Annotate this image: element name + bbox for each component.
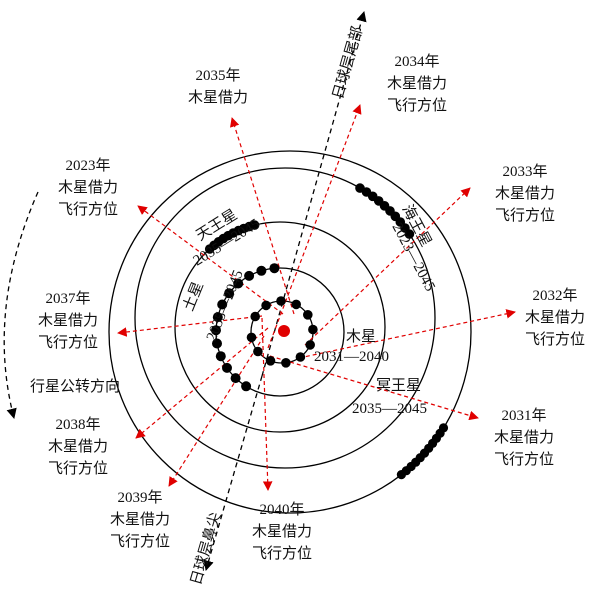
svg-text:木星借力: 木星借力 bbox=[188, 89, 248, 106]
svg-text:木星借力: 木星借力 bbox=[494, 429, 554, 446]
svg-text:2038年: 2038年 bbox=[55, 416, 100, 433]
saturn-position-dot bbox=[215, 351, 226, 362]
pluto-orbit bbox=[108, 150, 472, 514]
heliotail-label: 日球层尾部 bbox=[330, 24, 367, 101]
svg-text:飞行方位: 飞行方位 bbox=[38, 334, 98, 351]
svg-text:飞行方位: 飞行方位 bbox=[110, 533, 170, 550]
saturn-position-dot bbox=[256, 265, 267, 276]
svg-text:2031年: 2031年 bbox=[501, 407, 546, 424]
pluto-position-dot bbox=[396, 470, 406, 480]
saturn-position-dot bbox=[230, 373, 241, 384]
svg-text:2035年: 2035年 bbox=[195, 67, 240, 84]
svg-text:飞行方位: 飞行方位 bbox=[495, 207, 555, 224]
svg-text:2033年: 2033年 bbox=[502, 163, 547, 180]
jupiter-name: 木星 bbox=[346, 328, 376, 345]
flyby-label-2040: 2040年 木星借力 飞行方位 bbox=[252, 501, 312, 562]
jupiter-position-dot bbox=[295, 352, 306, 362]
pluto-name: 冥王星 bbox=[376, 378, 421, 394]
svg-text:飞行方位: 飞行方位 bbox=[387, 97, 447, 114]
jupiter-position-dot bbox=[305, 340, 316, 350]
saturn-position-dot bbox=[241, 381, 252, 392]
heliotail-axis bbox=[261, 10, 367, 377]
saturn-position-dot bbox=[212, 338, 222, 349]
jupiter-position-dot bbox=[303, 310, 313, 320]
neptune-position-dot bbox=[404, 229, 415, 239]
svg-text:2039年: 2039年 bbox=[117, 489, 162, 506]
svg-text:飞行方位: 飞行方位 bbox=[48, 460, 108, 477]
svg-text:木星借力: 木星借力 bbox=[525, 309, 585, 326]
direction-line-2038 bbox=[135, 327, 269, 439]
jupiter-position-dot bbox=[308, 324, 318, 335]
saturn-position-dot bbox=[269, 263, 280, 274]
svg-text:木星借力: 木星借力 bbox=[38, 312, 98, 329]
svg-text:飞行方位: 飞行方位 bbox=[252, 545, 312, 562]
saturn-position-dot bbox=[224, 288, 235, 299]
helionose-axis bbox=[203, 375, 263, 571]
svg-text:2037年: 2037年 bbox=[45, 290, 90, 307]
direction-line-2032 bbox=[298, 309, 516, 359]
saturn-years: 2035—2045 bbox=[204, 268, 247, 344]
saturn-position-dot bbox=[217, 299, 228, 310]
direction-line-2037 bbox=[117, 315, 263, 337]
jupiter-position-dot bbox=[265, 356, 276, 366]
svg-text:2034年: 2034年 bbox=[394, 53, 439, 70]
direction-line-2035 bbox=[230, 117, 295, 315]
flyby-label-2038: 2038年 木星借力 飞行方位 bbox=[48, 416, 108, 477]
rotation-direction-arrow bbox=[3, 191, 39, 420]
flyby-direction-lines bbox=[117, 104, 516, 491]
saturn-position-dot bbox=[212, 312, 223, 323]
flyby-labels: 2034年 木星借力 飞行方位 2035年 木星借力 2033年 木星借力 飞行… bbox=[38, 53, 585, 562]
flyby-label-2031: 2031年 木星借力 飞行方位 bbox=[494, 407, 554, 468]
rotation-label: 行星公转方向 bbox=[30, 378, 120, 395]
neptune-orbit bbox=[134, 167, 436, 469]
saturn-position-dot bbox=[222, 362, 232, 373]
direction-line-2031 bbox=[269, 355, 479, 421]
svg-text:飞行方位: 飞行方位 bbox=[525, 331, 585, 348]
sun-icon bbox=[278, 325, 290, 337]
jupiter-position-dot bbox=[253, 346, 263, 357]
svg-text:2023年: 2023年 bbox=[65, 157, 110, 174]
direction-line-2023 bbox=[137, 205, 284, 315]
direction-line-2033 bbox=[304, 187, 471, 346]
flyby-label-2037: 2037年 木星借力 飞行方位 bbox=[38, 290, 98, 351]
saturn-position-dot bbox=[244, 270, 255, 281]
jupiter-position-dot bbox=[246, 332, 257, 343]
jupiter-position-dot bbox=[261, 300, 271, 311]
uranus-orbit bbox=[174, 221, 386, 433]
svg-text:飞行方位: 飞行方位 bbox=[58, 201, 118, 218]
svg-text:木星借力: 木星借力 bbox=[252, 523, 312, 540]
svg-text:木星借力: 木星借力 bbox=[48, 438, 108, 455]
svg-text:木星借力: 木星借力 bbox=[387, 75, 447, 92]
flyby-label-2023: 2023年 木星借力 飞行方位 bbox=[58, 157, 118, 218]
svg-text:2040年: 2040年 bbox=[259, 501, 304, 518]
svg-text:木星借力: 木星借力 bbox=[110, 511, 170, 528]
jupiter-position-dot bbox=[291, 299, 302, 310]
svg-text:木星借力: 木星借力 bbox=[495, 185, 555, 202]
flyby-label-2035: 2035年 木星借力 bbox=[188, 67, 248, 106]
svg-text:木星借力: 木星借力 bbox=[58, 179, 118, 196]
pluto-years: 2035—2045 bbox=[352, 401, 427, 417]
svg-text:2032年: 2032年 bbox=[532, 287, 577, 304]
helionose-label: 日球层鼻尖 bbox=[188, 510, 225, 587]
jupiter-years: 2031—2040 bbox=[314, 349, 389, 365]
planet-positions bbox=[204, 183, 449, 480]
flyby-label-2032: 2032年 木星借力 飞行方位 bbox=[525, 287, 585, 348]
direction-line-2034 bbox=[267, 104, 362, 349]
saturn-position-dot bbox=[211, 325, 221, 336]
jupiter-position-dot bbox=[276, 296, 286, 306]
direction-line-2039 bbox=[168, 335, 265, 487]
flyby-label-2034: 2034年 木星借力 飞行方位 bbox=[387, 53, 447, 114]
svg-text:飞行方位: 飞行方位 bbox=[494, 451, 554, 468]
jupiter-position-dot bbox=[250, 311, 260, 322]
flyby-label-2033: 2033年 木星借力 飞行方位 bbox=[495, 163, 555, 224]
flyby-label-2039: 2039年 木星借力 飞行方位 bbox=[110, 489, 170, 550]
jupiter-position-dot bbox=[281, 358, 291, 368]
direction-line-2040 bbox=[261, 317, 273, 491]
uranus-position-dot bbox=[204, 244, 215, 254]
saturn-position-dot bbox=[233, 278, 244, 289]
